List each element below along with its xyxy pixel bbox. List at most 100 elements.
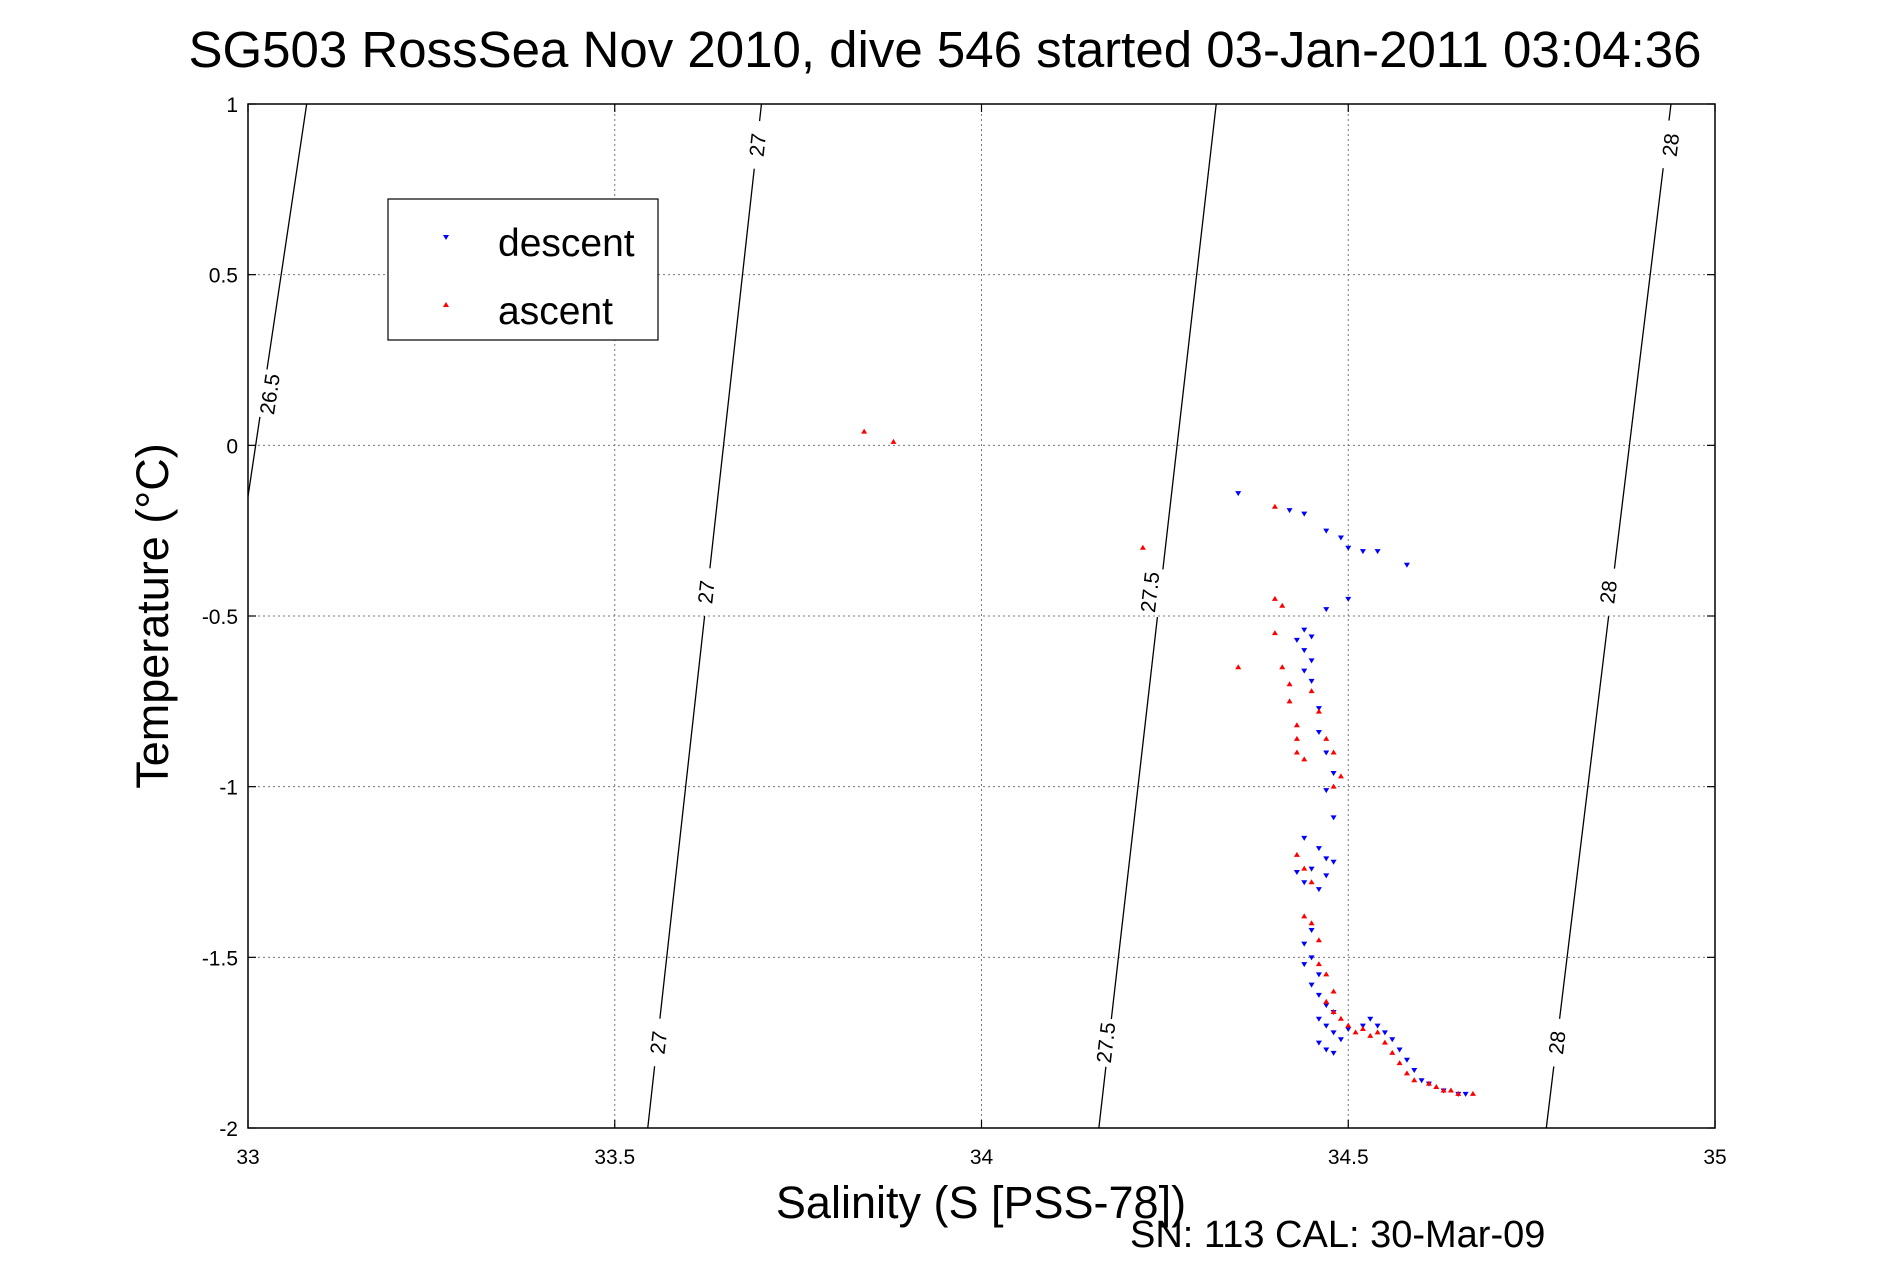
descent-point <box>1286 508 1293 514</box>
data-points <box>861 428 1476 1097</box>
ascent-point <box>1308 688 1315 694</box>
descent-point <box>1308 928 1315 934</box>
x-axis-ticks: 33 33.5 34 34.5 35 <box>236 104 1727 1169</box>
descent-point <box>1308 658 1315 664</box>
descent-point <box>1315 730 1322 736</box>
descent-point <box>1293 637 1300 643</box>
ascent-point <box>1352 1029 1359 1035</box>
descent-point <box>1359 549 1366 555</box>
descent-point <box>1345 545 1352 551</box>
descent-point <box>1308 634 1315 640</box>
ascent-point <box>1367 1032 1374 1038</box>
ascent-point <box>1330 988 1337 994</box>
ascent-point <box>1359 1026 1366 1032</box>
contour-line-28 <box>1545 103 1672 1129</box>
descent-point <box>1323 1023 1330 1029</box>
descent-point <box>1315 972 1322 978</box>
descent-point <box>1301 668 1308 674</box>
descent-point <box>1381 1030 1388 1036</box>
ascent-point <box>1381 1039 1388 1045</box>
legend-label-ascent: ascent <box>498 290 613 333</box>
descent-point <box>1315 1016 1322 1022</box>
contour-line-26.5 <box>247 103 308 497</box>
descent-point <box>1345 596 1352 602</box>
ascent-point <box>1337 773 1344 779</box>
descent-point <box>1301 880 1308 886</box>
descent-point <box>1315 846 1322 852</box>
contour-label-27.5: 27.5 <box>1093 1021 1121 1064</box>
ascent-point <box>1286 681 1293 687</box>
x-tick-label: 33 <box>236 1146 259 1169</box>
ascent-point <box>1330 1008 1337 1014</box>
ascent-point <box>1293 749 1300 755</box>
descent-point <box>1301 627 1308 633</box>
ascent-point <box>1315 937 1322 943</box>
x-axis-label: Salinity (S [PSS-78]) <box>776 1177 1186 1228</box>
contour-label-28: 28 <box>1545 1030 1571 1056</box>
ascent-point <box>1374 1029 1381 1035</box>
descent-point <box>1308 982 1315 988</box>
ascent-point <box>1396 1060 1403 1066</box>
descent-point <box>1301 835 1308 841</box>
descent-point <box>1323 750 1330 756</box>
y-tick-label: 0.5 <box>209 265 238 288</box>
legend-box <box>387 198 659 341</box>
ascent-point <box>1315 961 1322 967</box>
descent-point <box>1308 955 1315 961</box>
ascent-point <box>1337 1015 1344 1021</box>
descent-point <box>1330 771 1337 777</box>
descent-point <box>1403 1057 1410 1063</box>
ascent-point <box>1271 503 1278 509</box>
y-tick-label: -1 <box>219 777 238 800</box>
ascent-point <box>1469 1090 1476 1096</box>
descent-point <box>1323 1003 1330 1009</box>
contour-label-26.5: 26.5 <box>256 372 285 416</box>
descent-point <box>1301 962 1308 968</box>
y-tick-label: 1 <box>226 94 238 117</box>
contour-label-27.5: 27.5 <box>1137 571 1165 614</box>
ascent-point <box>1323 971 1330 977</box>
legend-marker-ascent <box>443 302 449 307</box>
x-tick-label: 35 <box>1703 1146 1726 1169</box>
legend-label-descent: descent <box>498 222 635 265</box>
legend: descent ascent <box>387 198 659 341</box>
descent-point <box>1330 1030 1337 1036</box>
ascent-point <box>1235 664 1242 670</box>
ascent-point <box>1301 913 1308 919</box>
contour-label-27: 27 <box>746 132 771 158</box>
descent-point <box>1293 870 1300 875</box>
ascent-point <box>1271 595 1278 601</box>
y-axis-label: Temperature (°C) <box>127 443 178 789</box>
descent-point <box>1367 1016 1374 1022</box>
ascent-point <box>1139 544 1146 550</box>
ascent-point <box>1279 602 1286 608</box>
descent-point <box>1374 1023 1381 1029</box>
descent-point <box>1323 528 1330 534</box>
ascent-point <box>1293 851 1300 857</box>
x-tick-label: 33.5 <box>594 1146 635 1169</box>
descent-point <box>1323 788 1330 794</box>
descent-point <box>1374 549 1381 555</box>
descent-point <box>1345 1027 1352 1033</box>
ascent-point <box>1286 698 1293 704</box>
ascent-point <box>1301 756 1308 762</box>
ascent-point <box>861 428 868 434</box>
ascent-point <box>1440 1087 1447 1093</box>
y-tick-label: 0 <box>226 435 238 458</box>
ascent-point <box>890 438 897 444</box>
descent-point <box>1315 1040 1322 1046</box>
ascent-point <box>1308 920 1315 926</box>
ascent-point <box>1447 1087 1454 1093</box>
ascent-point <box>1279 664 1286 670</box>
ascent-point <box>1271 630 1278 636</box>
contour-line-27.5 <box>1098 103 1217 1129</box>
ascent-point <box>1330 749 1337 755</box>
ascent-point <box>1425 1080 1432 1086</box>
contour-label-27: 27 <box>694 579 719 605</box>
descent-point <box>1462 1091 1469 1097</box>
descent-point <box>1323 873 1330 879</box>
descent-point <box>1337 1037 1344 1043</box>
descent-point <box>1337 535 1344 541</box>
contour-label-28: 28 <box>1659 132 1685 158</box>
